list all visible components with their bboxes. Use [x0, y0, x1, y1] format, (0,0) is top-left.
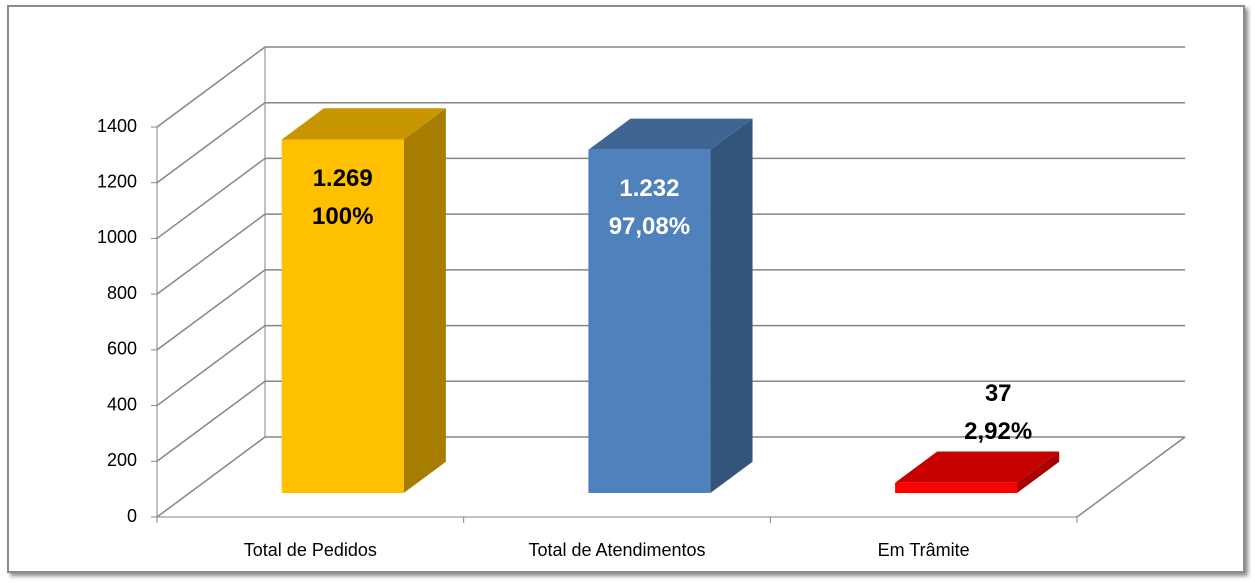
bar-side	[403, 108, 446, 494]
y-tick-label: 200	[107, 450, 137, 470]
bar-side	[710, 118, 753, 493]
x-tick-label: Total de Atendimentos	[528, 540, 705, 560]
side-grid-line	[156, 380, 266, 462]
bar	[588, 118, 753, 494]
bar	[281, 108, 446, 494]
y-tick-label: 600	[107, 339, 137, 359]
share-label: 2,92%	[964, 418, 1032, 445]
bar-side	[1017, 451, 1060, 493]
side-grid-line	[156, 436, 266, 518]
y-tick-label: 800	[107, 283, 137, 303]
side-grid-line	[156, 102, 266, 184]
side-grid-line	[156, 213, 266, 295]
floor-edge	[1076, 436, 1186, 518]
y-tick-label: 1400	[97, 116, 137, 136]
y-tick-label: 0	[127, 506, 137, 526]
side-grid-line	[156, 269, 266, 351]
side-grid-line	[156, 324, 266, 407]
bar-front	[588, 149, 711, 494]
bar-top	[895, 451, 1060, 483]
side-grid-line	[156, 46, 266, 128]
value-label: 1.269	[313, 165, 373, 192]
x-tick-label: Em Trâmite	[878, 540, 970, 560]
bar-front	[895, 482, 1018, 493]
bar-top	[281, 108, 446, 140]
share-label: 97,08%	[609, 213, 690, 240]
bar	[895, 451, 1060, 493]
bar-front	[281, 139, 404, 493]
y-tick-label: 1000	[97, 227, 137, 247]
side-grid-line	[156, 157, 266, 240]
x-tick-label: Total de Pedidos	[244, 540, 377, 560]
share-label: 100%	[312, 203, 373, 230]
value-label: 37	[985, 380, 1012, 407]
bar-top	[588, 118, 753, 150]
value-label: 1.232	[619, 175, 679, 202]
y-tick-label: 400	[107, 394, 137, 414]
y-tick-label: 1200	[97, 171, 137, 191]
